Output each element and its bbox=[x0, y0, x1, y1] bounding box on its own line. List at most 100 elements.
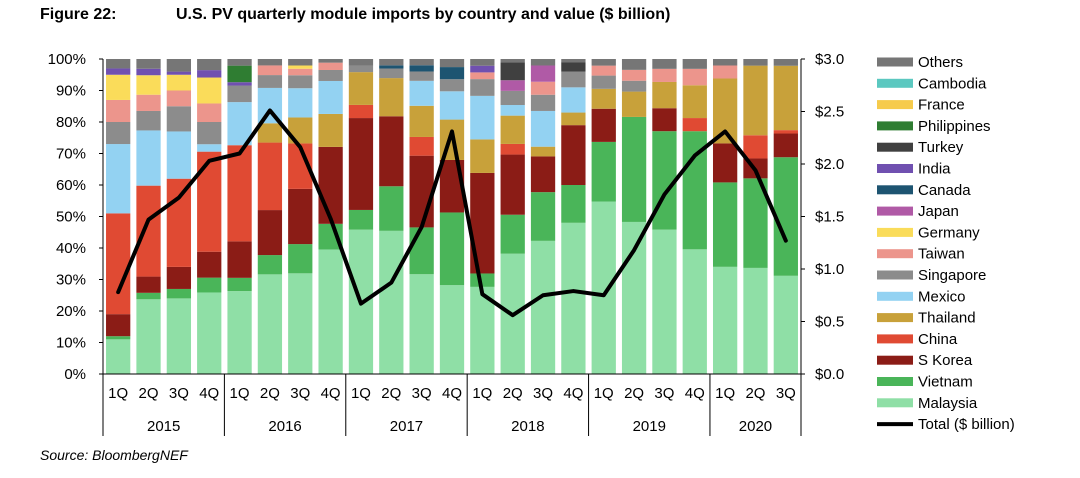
year-label: 2016 bbox=[268, 418, 301, 435]
bar-segment-thailand bbox=[743, 65, 768, 136]
bar-segment-vietnam bbox=[106, 336, 131, 340]
bar-segment-japan bbox=[500, 80, 525, 91]
bar-segment-taiwan bbox=[318, 62, 343, 70]
bar-segment-singapore bbox=[197, 122, 222, 145]
bar-segment-taiwan bbox=[288, 68, 313, 76]
bar-segment-s-korea bbox=[530, 156, 556, 193]
bar-segment-others bbox=[773, 59, 798, 66]
y-left-tick-label: 10% bbox=[56, 335, 86, 352]
y-right-tick-label: $0.0 bbox=[815, 366, 844, 383]
bar-segment-others bbox=[227, 59, 252, 66]
y-left-tick-label: 40% bbox=[56, 240, 86, 257]
legend-label-taiwan: Taiwan bbox=[918, 246, 965, 263]
year-label: 2017 bbox=[390, 418, 423, 435]
y-left-tick-label: 80% bbox=[56, 114, 86, 131]
bar-segment-vietnam bbox=[591, 141, 616, 202]
bar-segment-taiwan bbox=[470, 72, 495, 80]
bar-segment-s-korea bbox=[348, 118, 374, 210]
legend-swatch-france bbox=[877, 100, 913, 110]
legend-swatch-japan bbox=[877, 206, 913, 216]
bar-segment-china bbox=[257, 142, 283, 211]
bar-segment-singapore bbox=[106, 122, 131, 145]
legend-swatch-taiwan bbox=[877, 249, 913, 259]
total-line bbox=[116, 108, 788, 318]
bar-segment-others bbox=[197, 59, 222, 71]
legend-swatch-others bbox=[877, 57, 913, 67]
bar-segment-canada bbox=[439, 67, 465, 80]
bar-segment-china bbox=[682, 118, 707, 132]
bar-segment-malaysia bbox=[439, 285, 465, 374]
x-tick-label: 1Q bbox=[472, 385, 492, 402]
legend-label-france: France bbox=[918, 97, 965, 114]
bar-segment-others bbox=[743, 59, 768, 66]
bar-segment-singapore bbox=[288, 75, 313, 89]
bar-segment-thailand bbox=[318, 113, 343, 147]
y-right-tick-label: $1.0 bbox=[815, 261, 844, 278]
bar-segment-malaysia bbox=[652, 229, 677, 374]
bar-segment-vietnam bbox=[712, 182, 738, 267]
bar-segment-china bbox=[773, 130, 798, 134]
y-right-tick-label: $2.5 bbox=[815, 104, 844, 121]
bar-segment-germany bbox=[136, 75, 161, 95]
bar-segment-vietnam bbox=[136, 292, 161, 300]
y-right-tick-label: $1.5 bbox=[815, 209, 844, 226]
bar-segment-china bbox=[106, 213, 131, 315]
bar-segment-others bbox=[621, 59, 647, 70]
bar-segment-germany bbox=[166, 74, 192, 91]
bar-segment-malaysia bbox=[561, 222, 586, 374]
legend-swatch-cambodia bbox=[877, 78, 913, 88]
legend-label-malaysia: Malaysia bbox=[918, 395, 978, 412]
x-tick-label: 1Q bbox=[351, 385, 371, 402]
legend-swatch-turkey bbox=[877, 142, 913, 152]
bar-segment-germany bbox=[288, 65, 313, 69]
x-tick-label: 2Q bbox=[260, 385, 280, 402]
bar-segment-china bbox=[743, 135, 768, 159]
bar-segment-malaysia bbox=[166, 298, 192, 374]
bar-segment-india bbox=[197, 70, 222, 78]
y-left-tick-label: 90% bbox=[56, 83, 86, 100]
legend-label-germany: Germany bbox=[918, 224, 980, 241]
bar-segment-vietnam bbox=[348, 209, 374, 230]
bar-segment-others bbox=[257, 59, 283, 66]
bar-segment-s-korea bbox=[136, 276, 161, 293]
legend-swatch-germany bbox=[877, 227, 913, 237]
legend-label-s-korea: S Korea bbox=[918, 352, 973, 369]
bar-segment-india bbox=[166, 71, 192, 75]
bar-segment-s-korea bbox=[500, 154, 525, 215]
legend-swatch-vietnam bbox=[877, 377, 913, 386]
legend-label-japan: Japan bbox=[918, 203, 959, 220]
bar-segment-malaysia bbox=[712, 266, 738, 374]
bar-segment-mexico bbox=[318, 80, 343, 114]
legend-swatch-s-korea bbox=[877, 355, 913, 365]
bar-segment-singapore bbox=[530, 94, 556, 111]
x-tick-label: 2Q bbox=[139, 385, 159, 402]
bar-segment-malaysia bbox=[257, 274, 283, 374]
bar-segment-thailand bbox=[470, 139, 495, 173]
y-left-tick-label: 60% bbox=[56, 177, 86, 194]
bar-segment-vietnam bbox=[439, 212, 465, 286]
y-right-tick-label: $2.0 bbox=[815, 156, 844, 173]
bar-segment-others bbox=[591, 59, 616, 66]
legend-swatch-philippines bbox=[877, 121, 913, 131]
bar-segment-china bbox=[227, 145, 252, 242]
bar-segment-thailand bbox=[348, 72, 374, 105]
bar-segment-china bbox=[409, 136, 434, 156]
bar-segment-singapore bbox=[409, 71, 434, 81]
bar-segment-china bbox=[166, 178, 192, 267]
bar-segment-vietnam bbox=[197, 277, 222, 293]
legend-swatch-thailand bbox=[877, 313, 913, 323]
bar-segment-japan bbox=[530, 65, 556, 82]
bar-segment-s-korea bbox=[379, 116, 404, 187]
bar-segment-thailand bbox=[591, 88, 616, 109]
x-tick-label: 3Q bbox=[654, 385, 674, 402]
year-label: 2019 bbox=[633, 418, 666, 435]
bar-segment-india bbox=[227, 82, 252, 86]
bar-segment-thailand bbox=[409, 105, 434, 137]
bar-segment-singapore bbox=[348, 65, 374, 73]
bar-segment-india bbox=[470, 65, 495, 73]
bar-segment-others bbox=[682, 59, 707, 69]
bar-segment-others bbox=[288, 59, 313, 66]
bar-segment-mexico bbox=[136, 130, 161, 186]
bar-segment-vietnam bbox=[288, 244, 313, 274]
